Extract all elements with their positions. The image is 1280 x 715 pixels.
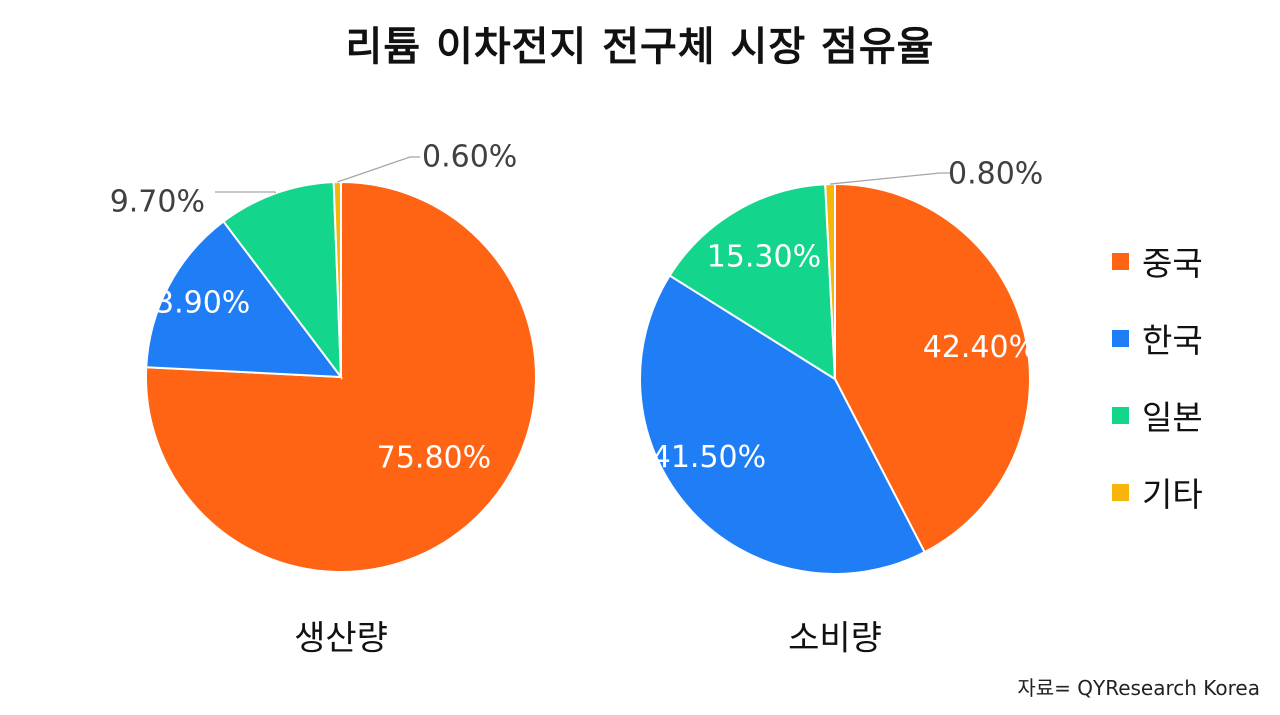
legend-swatch-japan bbox=[1112, 406, 1129, 424]
pie-0-slice-korea bbox=[145, 220, 344, 379]
chart-title: 리튬 이차전지 전구체 시장 점유율 bbox=[345, 24, 935, 70]
legend-item-china: 중국 bbox=[1112, 242, 1203, 283]
pie-1-label-other: 0.80% bbox=[948, 157, 1043, 192]
legend: 중국 한국 일본 기타 bbox=[1112, 242, 1203, 550]
pie-0-slice-china bbox=[145, 180, 537, 573]
pie-0-label-korea: 13.90% bbox=[136, 286, 250, 321]
legend-label-japan: 일본 bbox=[1142, 398, 1203, 437]
legend-swatch-other bbox=[1112, 483, 1129, 501]
pie-1-slice-korea bbox=[639, 274, 926, 575]
legend-swatch-korea bbox=[1112, 329, 1129, 347]
pie-1-slice-japan bbox=[668, 183, 837, 381]
pie-1-leader-other bbox=[830, 172, 950, 185]
legend-item-japan: 일본 bbox=[1112, 396, 1203, 437]
legend-item-korea: 한국 bbox=[1112, 319, 1203, 360]
source-note: 자료= QYResearch Korea bbox=[1017, 676, 1260, 700]
legend-label-other: 기타 bbox=[1142, 475, 1203, 514]
pie-0-label-china: 75.80% bbox=[377, 440, 491, 475]
pie-1-label-japan: 15.30% bbox=[707, 239, 821, 274]
legend-label-china: 중국 bbox=[1142, 244, 1203, 283]
legend-item-other: 기타 bbox=[1112, 473, 1203, 514]
pie-0-leader-other bbox=[337, 156, 420, 183]
pie-1-name: 소비량 bbox=[788, 619, 882, 659]
pie-0-leader-japan bbox=[215, 191, 277, 194]
pie-1-label-china: 42.40% bbox=[923, 330, 1037, 365]
pie-0-slice-japan bbox=[222, 181, 343, 381]
pie-1-label-korea: 41.50% bbox=[652, 440, 766, 475]
legend-swatch-china bbox=[1112, 252, 1129, 270]
legend-label-korea: 한국 bbox=[1142, 321, 1203, 360]
pie-0-slice-other bbox=[332, 180, 342, 378]
pie-1-slice-china bbox=[834, 182, 1031, 554]
pie-0-label-other: 0.60% bbox=[422, 140, 517, 175]
pie-0-label-japan: 9.70% bbox=[110, 185, 205, 220]
pie-0-name: 생산량 bbox=[294, 619, 388, 659]
